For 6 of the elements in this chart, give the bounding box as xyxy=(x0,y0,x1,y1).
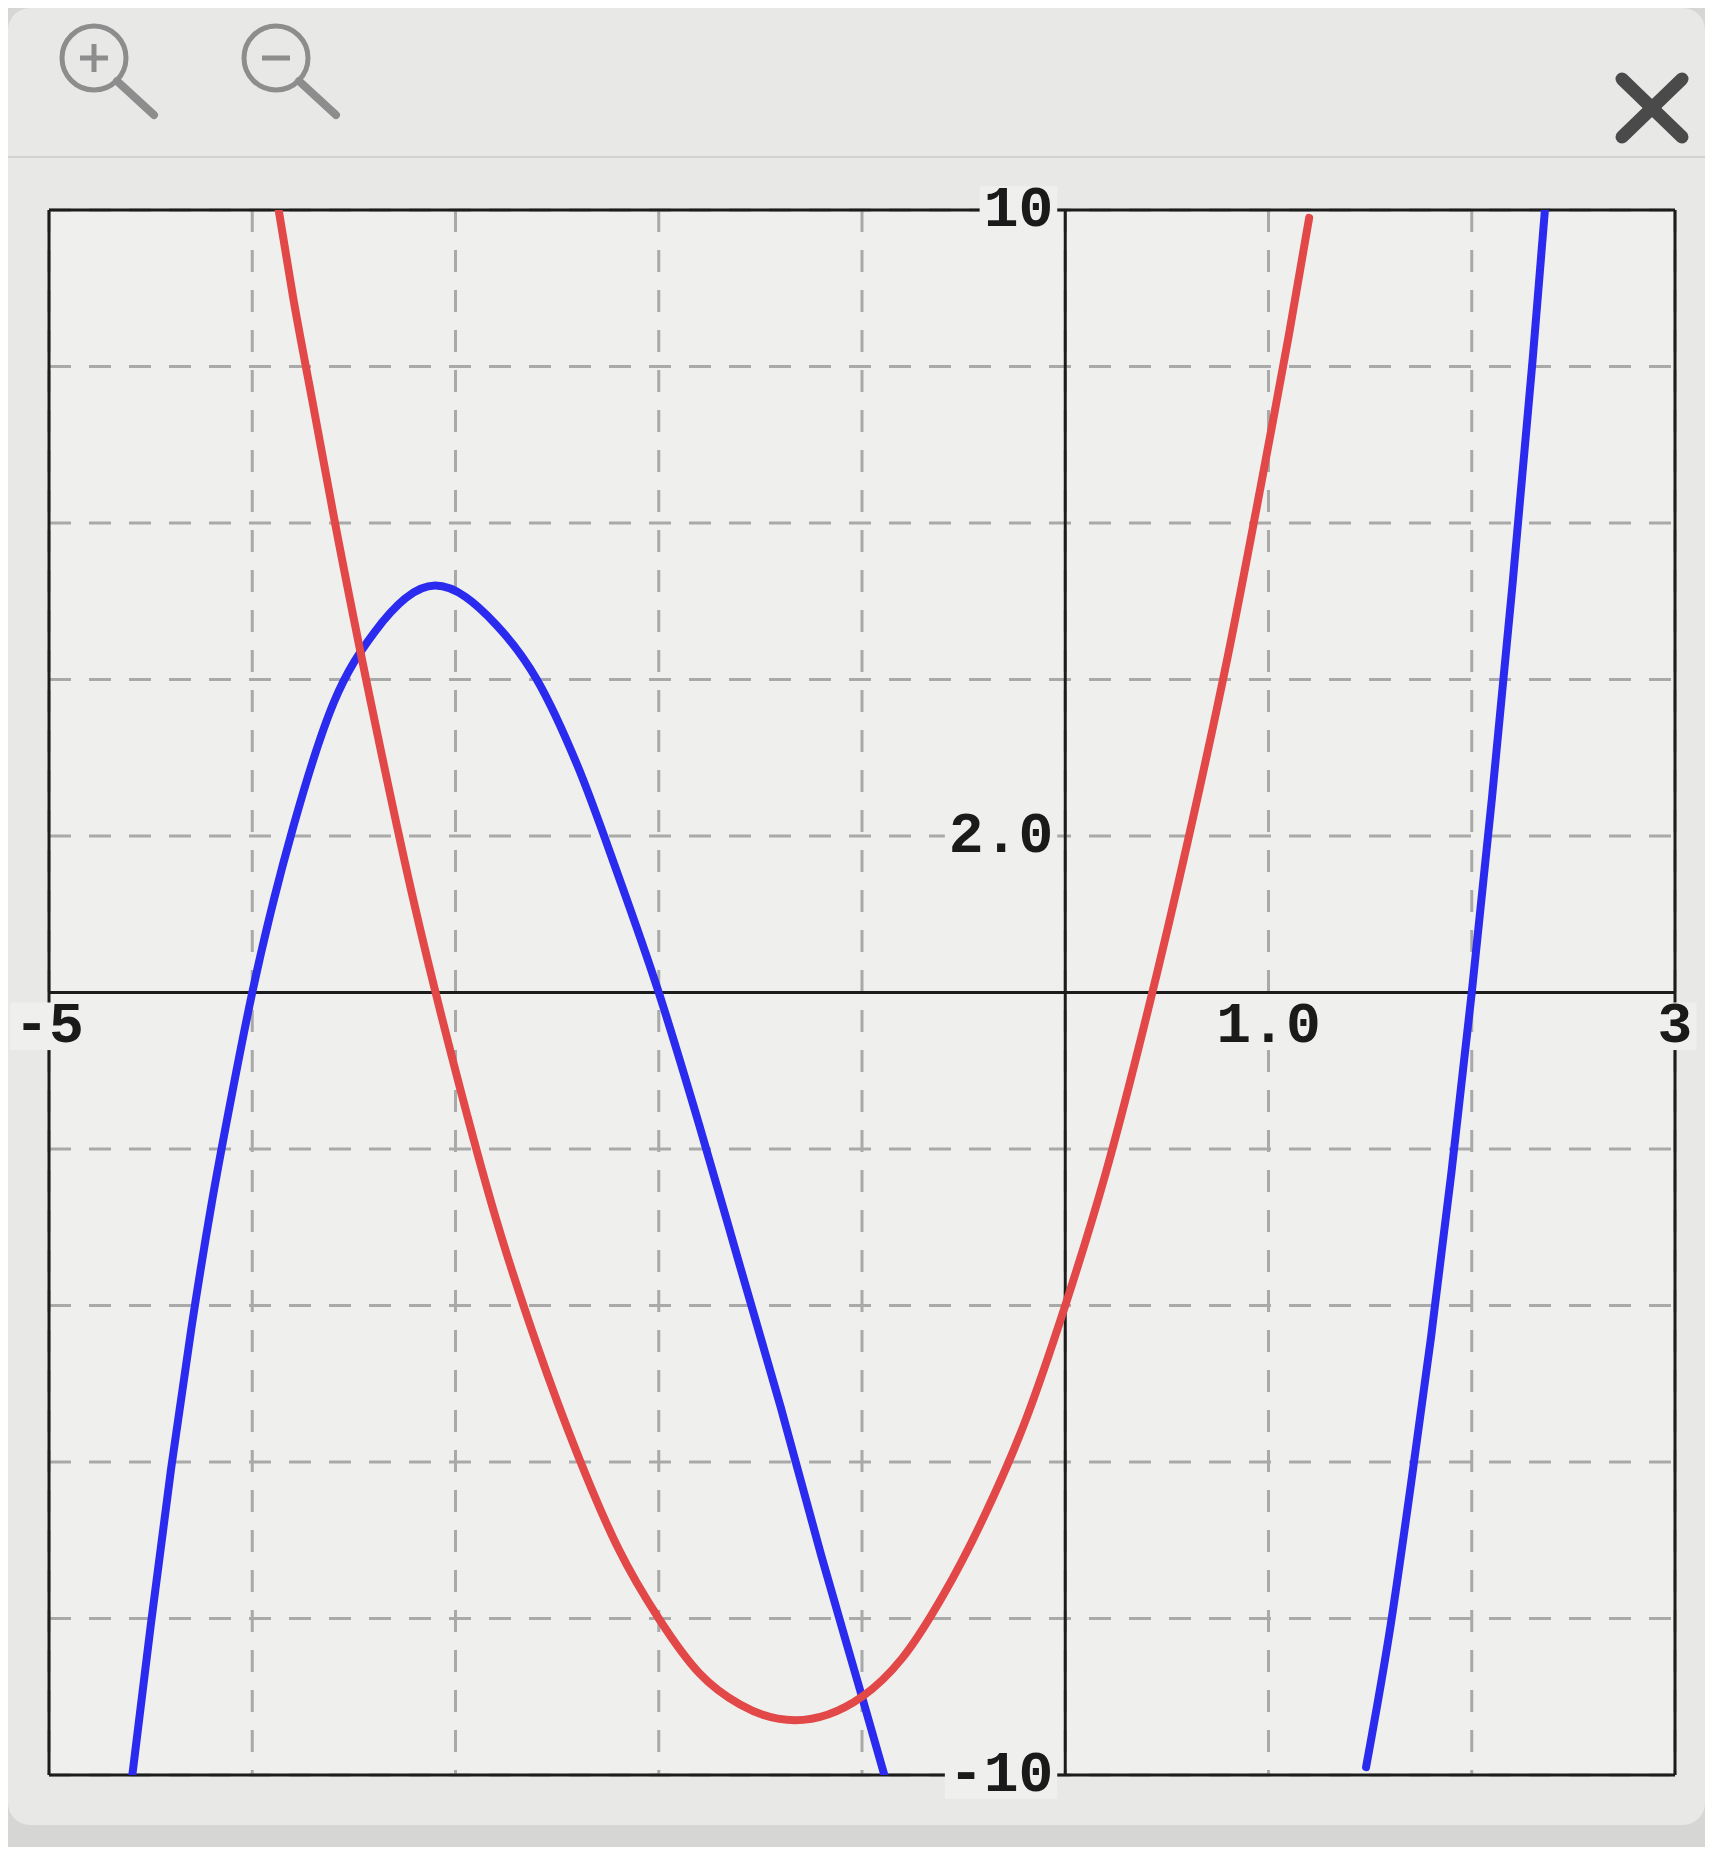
x-tick-label: 1.0 xyxy=(1216,993,1321,1059)
x-tick-label: 3 xyxy=(1657,993,1693,1059)
y-tick-label: 10 xyxy=(983,177,1054,243)
y-tick-label: 2.0 xyxy=(948,803,1054,869)
x-tick-label: -5 xyxy=(14,993,84,1059)
y-tick-label: -10 xyxy=(948,1742,1054,1808)
